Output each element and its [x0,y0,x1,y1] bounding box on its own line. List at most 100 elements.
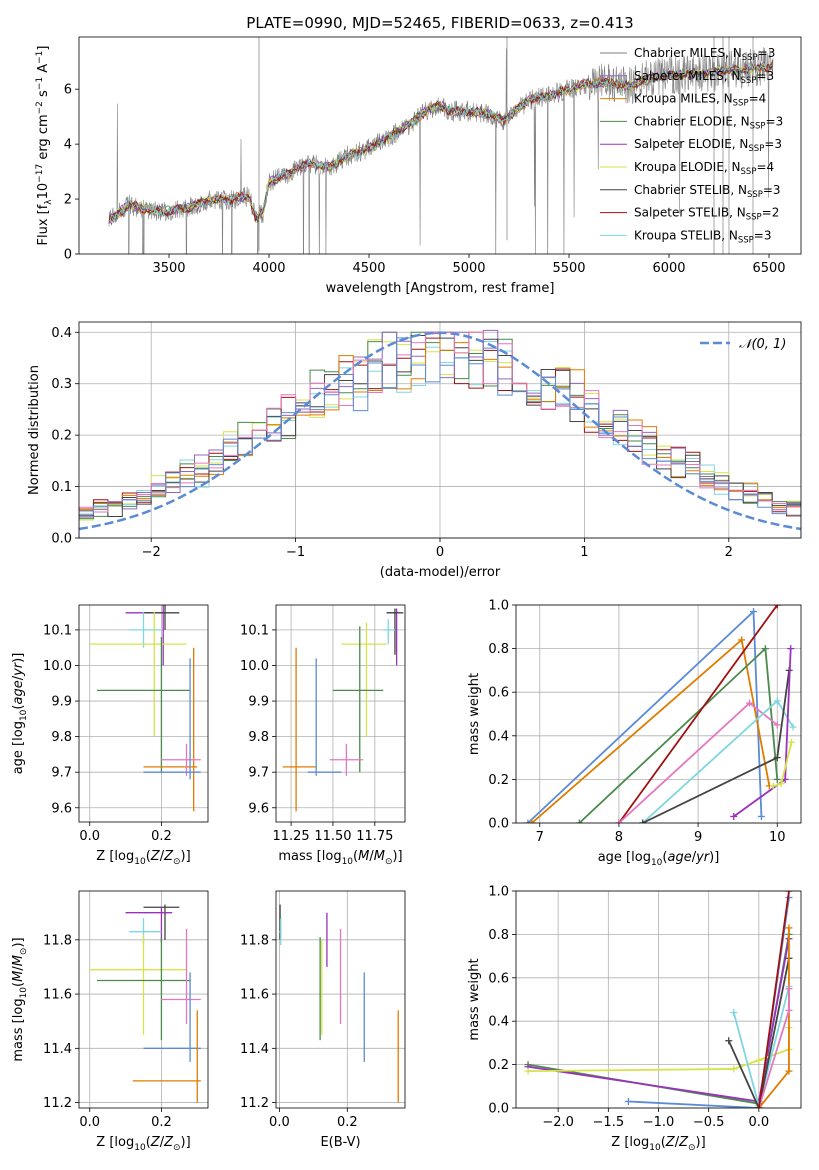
plot-area [524,605,797,823]
weight-marker [755,1104,763,1108]
weight-marker [730,1009,738,1017]
y-tick-label: 9.7 [51,766,72,781]
weight-marker [773,721,781,729]
errorbar-point [383,619,395,645]
weight-marker [750,608,757,616]
y-axis-label: mass weight [467,673,482,755]
y-tick-label: 11.8 [43,933,72,948]
y-tick-label: 0.8 [488,642,509,657]
chart-mass_vs_ebv: 0.0 0.2 11.2 11.4 11.6 11.8 E(B-V) [240,890,406,1150]
weight-marker [769,782,777,790]
x-tick-label: 0.2 [151,1115,172,1130]
legend-label: Chabrier STELIB, NSSP=3 [634,183,781,200]
weight-line [727,958,790,1108]
x-tick-label: 0.0 [79,829,100,844]
errorbar-point [96,937,191,1041]
weight-marker [761,645,769,653]
y-tick-label: 1.0 [488,885,509,900]
y-tick-label: 0.8 [488,928,509,943]
plot-area [524,891,793,1108]
weight-marker [777,780,785,788]
chart-mass_vs_Z: 0.0 0.2 11.2 11.4 11.6 11.8 Z [log10(Z/Z⊙)] mas… [11,890,209,1153]
errorbar-point [386,608,404,655]
weight-marker [773,754,781,762]
plot-area [282,608,404,812]
ticks: 3500 4000 4500 5000 5500 6000 6500 0 2 4 6 [64,83,786,276]
x-tick-label: −0.5 [693,1115,725,1130]
errorbar-point [129,918,162,946]
chart-mass_weight_vs_age: 7 8 9 10 0.0 0.2 0.4 0.6 0.8 1.0 age [log10(age/yr… [467,599,802,868]
ticks: −2.0 −1.5 −1.0 −0.5 0.0 0.0 0.2 0.4 0.6 0.8 1.0 [488,885,769,1131]
legend-label: Kroupa STELIB, NSSP=3 [634,228,772,245]
y-tick-label: 9.8 [51,730,72,745]
axes-frame [515,890,802,1109]
weight-marker [639,819,647,823]
y-tick-label: 0.1 [51,480,72,495]
y-tick-label: 10.0 [43,659,72,674]
y-tick-label: 0.0 [488,817,509,832]
grid [276,891,405,1108]
y-tick-label: 11.6 [43,988,72,1003]
legend-label: Kroupa MILES, NSSP=4 [634,92,766,109]
x-axis-label: Z [log10(Z/Z⊙)] [96,1135,190,1153]
y-tick-label: 4 [64,138,72,153]
x-tick-label: 1 [580,545,588,560]
x-tick-label: −1.0 [643,1115,675,1130]
weight-marker [755,1056,763,1064]
ticks: 11.25 11.50 11.75 9.6 9.7 9.8 9.9 10.0 10.1 [240,623,393,844]
x-axis-label: age [log10(age/yr)] [598,850,720,868]
weight-marker [575,819,583,823]
x-tick-label: 0.0 [749,1115,770,1130]
weight-marker [785,891,793,895]
legend-label: Salpeter STELIB, NSSP=2 [634,206,779,223]
grid [276,605,405,822]
axes-frame [515,604,802,824]
errorbar-point [307,658,342,776]
axes-frame [78,890,209,1109]
x-tick-label: 5500 [552,261,585,276]
weight-marker [785,924,793,932]
errorbar-point [125,605,165,666]
x-tick-label: 11.25 [272,829,309,844]
x-tick-label: 0 [436,545,444,560]
errorbar-point [161,928,201,1024]
x-tick-label: 5000 [452,261,485,276]
model-spectrum [108,62,773,222]
weight-line [757,891,790,1108]
weight-marker [789,723,797,731]
y-tick-label: 11.4 [43,1042,72,1057]
x-tick-label: 9 [694,830,702,845]
errorbar-point [125,907,173,943]
x-tick-label: 7 [536,830,544,845]
y-axis-label: age [log10(age/yr)] [11,653,29,775]
y-tick-label: 9.9 [248,695,269,710]
axes-frame [275,604,406,823]
y-tick-label: 0.2 [488,773,509,788]
y-axis-label: mass weight [467,958,482,1040]
x-tick-label: −1 [286,545,305,560]
y-tick-label: 11.4 [240,1042,269,1057]
axes-frame [78,604,209,823]
y-tick-label: 9.7 [248,766,269,781]
legend: 𝒩(0, 1) [700,337,786,352]
errorbar-point [129,612,162,648]
weight-marker [624,1097,632,1105]
weight-marker [524,1067,532,1075]
weight-line [642,670,791,823]
weight-marker [788,738,795,746]
x-tick-label: −1.5 [593,1115,625,1130]
x-tick-label: 0.0 [79,1115,100,1130]
weight-marker [773,605,781,609]
x-tick-label: 3500 [152,261,185,276]
chart-residuals: −2 −1 0 1 2 0.0 0.1 0.2 0.3 0.4 (data-model)/error… [27,321,802,580]
weight-marker [785,1067,793,1075]
y-tick-label: 11.2 [240,1096,269,1111]
x-tick-label: 11.50 [314,829,351,844]
legend: Chabrier MILES, NSSP=3 Salpeter MILES, NS… [600,46,783,245]
errorbar-point [143,647,198,812]
legend-label: Kroupa ELODIE, NSSP=4 [634,160,774,177]
chart-mass_weight_vs_Z: −2.0 −1.5 −1.0 −0.5 0.0 0.0 0.2 0.4 0.6 0.8 1.0 Z [… [467,885,802,1153]
x-tick-label: −2 [142,545,161,560]
y-tick-label: 0.6 [488,686,509,701]
weight-marker [730,812,738,820]
